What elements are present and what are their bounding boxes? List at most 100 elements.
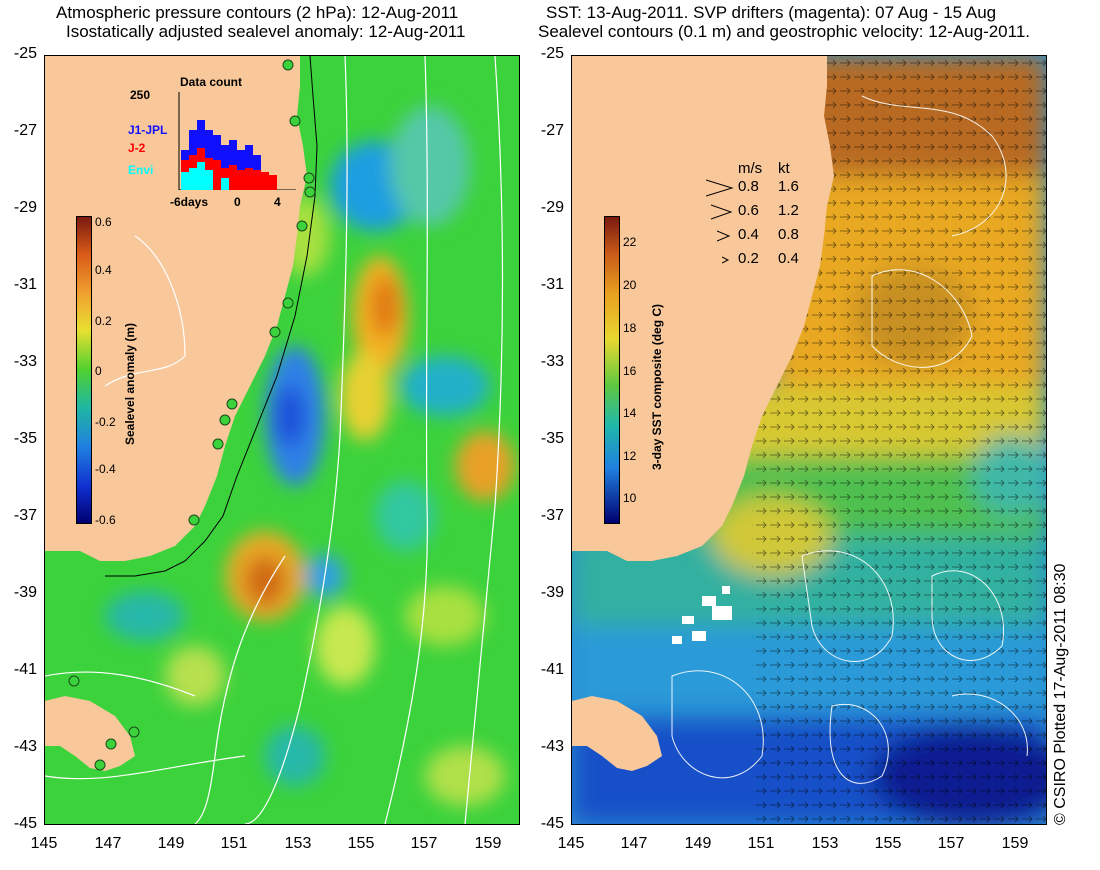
y-tick-label: -41 <box>540 661 564 678</box>
y-tick-label: -39 <box>540 584 564 601</box>
tide-gauge-marker <box>68 675 80 687</box>
y-tick-label: -29 <box>13 199 37 216</box>
data-count-title: Data count <box>180 75 243 89</box>
y-tick-label: -45 <box>540 815 564 832</box>
y-tick-label: -41 <box>13 661 37 678</box>
x-tick-label: 145 <box>557 835 585 852</box>
y-tick-label: -35 <box>13 430 37 447</box>
cloud-mask <box>672 586 732 644</box>
pressure-contours <box>45 56 504 824</box>
y-tick-label: -37 <box>540 507 564 524</box>
y-tick-label: -43 <box>13 738 37 755</box>
sealevel-anomaly-field <box>105 106 515 806</box>
tide-gauge-marker <box>188 514 200 526</box>
x-tick-label: 145 <box>30 835 58 852</box>
right-colorbar <box>604 216 620 524</box>
tide-gauge-marker <box>289 115 301 127</box>
y-tick-label: -33 <box>13 353 37 370</box>
data-count-x-tick: -6days <box>170 195 209 209</box>
sealevel-contours <box>671 95 1028 784</box>
histogram-bars <box>181 120 277 190</box>
right-title-line2: Sealevel contours (0.1 m) and geostrophi… <box>538 22 1031 41</box>
x-tick-label: 147 <box>620 835 648 852</box>
x-tick-label: 153 <box>284 835 312 852</box>
x-tick-label: 157 <box>937 835 965 852</box>
data-count-series-j2: J-2 <box>128 141 146 155</box>
tide-gauge-marker <box>94 759 106 771</box>
right-map-graphic <box>572 56 1046 824</box>
colorbar-tick-label: 0.2 <box>95 314 112 328</box>
tide-gauge-marker <box>296 220 308 232</box>
colorbar-tick-label: -0.4 <box>95 462 116 476</box>
velocity-legend-ms: 0.6 <box>738 202 759 219</box>
velocity-legend-ms: 0.8 <box>738 178 759 195</box>
y-tick-label: -45 <box>13 815 37 832</box>
plot-credit: © CSIRO Plotted 17-Aug-2011 08:30 <box>1052 563 1069 825</box>
tasmania <box>572 696 662 771</box>
data-count-series-j1: J1-JPL <box>128 123 168 137</box>
velocity-arrow-icon <box>711 204 733 220</box>
velocity-arrow-icon <box>706 179 734 197</box>
velocity-legend-kt: 1.2 <box>778 202 799 219</box>
x-tick-label: 159 <box>474 835 502 852</box>
shelf-edge-line <box>105 56 318 577</box>
data-count-series-envi: Envi <box>128 163 154 177</box>
right-sst-map[interactable] <box>571 55 1047 825</box>
colorbar-tick-label: 0.4 <box>95 263 112 277</box>
y-tick-label: -35 <box>540 430 564 447</box>
left-title-line2: Isostatically adjusted sealevel anomaly:… <box>66 22 466 41</box>
tide-gauge-marker <box>303 172 315 184</box>
velocity-legend-ms: 0.4 <box>738 226 759 243</box>
velocity-legend-header-kt: kt <box>778 160 790 177</box>
colorbar-tick-label: 10 <box>623 491 637 505</box>
colorbar-tick-label: 0.6 <box>95 215 112 229</box>
tide-gauge-marker <box>219 414 231 426</box>
y-tick-label: -31 <box>540 276 564 293</box>
colorbar-tick-label: -0.6 <box>95 513 116 527</box>
data-count-max-label: 250 <box>130 88 151 102</box>
velocity-legend-kt: 1.6 <box>778 178 799 195</box>
left-sealevel-map[interactable] <box>44 55 520 825</box>
x-tick-label: 153 <box>811 835 839 852</box>
x-tick-label: 157 <box>410 835 438 852</box>
velocity-legend-ms: 0.2 <box>738 250 759 267</box>
tide-gauge-markers <box>68 59 316 771</box>
velocity-arrow-icon <box>722 256 730 264</box>
colorbar-tick-label: 20 <box>623 278 637 292</box>
right-colorbar-label: 3-day SST composite (deg C) <box>650 303 664 470</box>
velocity-legend-header-ms: m/s <box>738 160 763 177</box>
y-tick-label: -29 <box>540 199 564 216</box>
x-tick-label: 151 <box>220 835 248 852</box>
x-tick-label: 149 <box>157 835 185 852</box>
colorbar-tick-label: 16 <box>623 364 637 378</box>
colorbar-tick-label: 12 <box>623 449 637 463</box>
x-tick-label: 155 <box>874 835 902 852</box>
y-tick-label: -37 <box>13 507 37 524</box>
left-colorbar <box>76 216 92 524</box>
tide-gauge-marker <box>269 326 281 338</box>
y-tick-label: -27 <box>13 122 37 139</box>
x-tick-label: 151 <box>747 835 775 852</box>
y-tick-label: -27 <box>540 122 564 139</box>
left-title-line1: Atmospheric pressure contours (2 hPa): 1… <box>56 3 459 22</box>
data-count-inset: Data count 250 J1-JPL J-2 Envi <box>126 72 296 212</box>
right-title-line1: SST: 13-Aug-2011. SVP drifters (magenta)… <box>546 3 997 22</box>
tide-gauge-marker <box>282 297 294 309</box>
y-tick-label: -31 <box>13 276 37 293</box>
colorbar-tick-label: 0 <box>95 364 102 378</box>
data-count-x-tick: 4 <box>274 195 281 209</box>
y-tick-label: -25 <box>540 45 564 62</box>
colorbar-tick-label: -0.2 <box>95 415 116 429</box>
y-tick-label: -39 <box>13 584 37 601</box>
colorbar-tick-label: 22 <box>623 235 637 249</box>
australia-mainland <box>572 56 834 561</box>
tide-gauge-marker <box>212 438 224 450</box>
tide-gauge-marker <box>282 59 294 71</box>
y-tick-label: -25 <box>13 45 37 62</box>
tide-gauge-marker <box>304 186 316 198</box>
colorbar-tick-label: 18 <box>623 321 637 335</box>
colorbar-tick-label: 14 <box>623 406 637 420</box>
tide-gauge-marker <box>226 398 238 410</box>
velocity-arrow-icon <box>717 230 731 242</box>
tasmania <box>45 696 135 771</box>
